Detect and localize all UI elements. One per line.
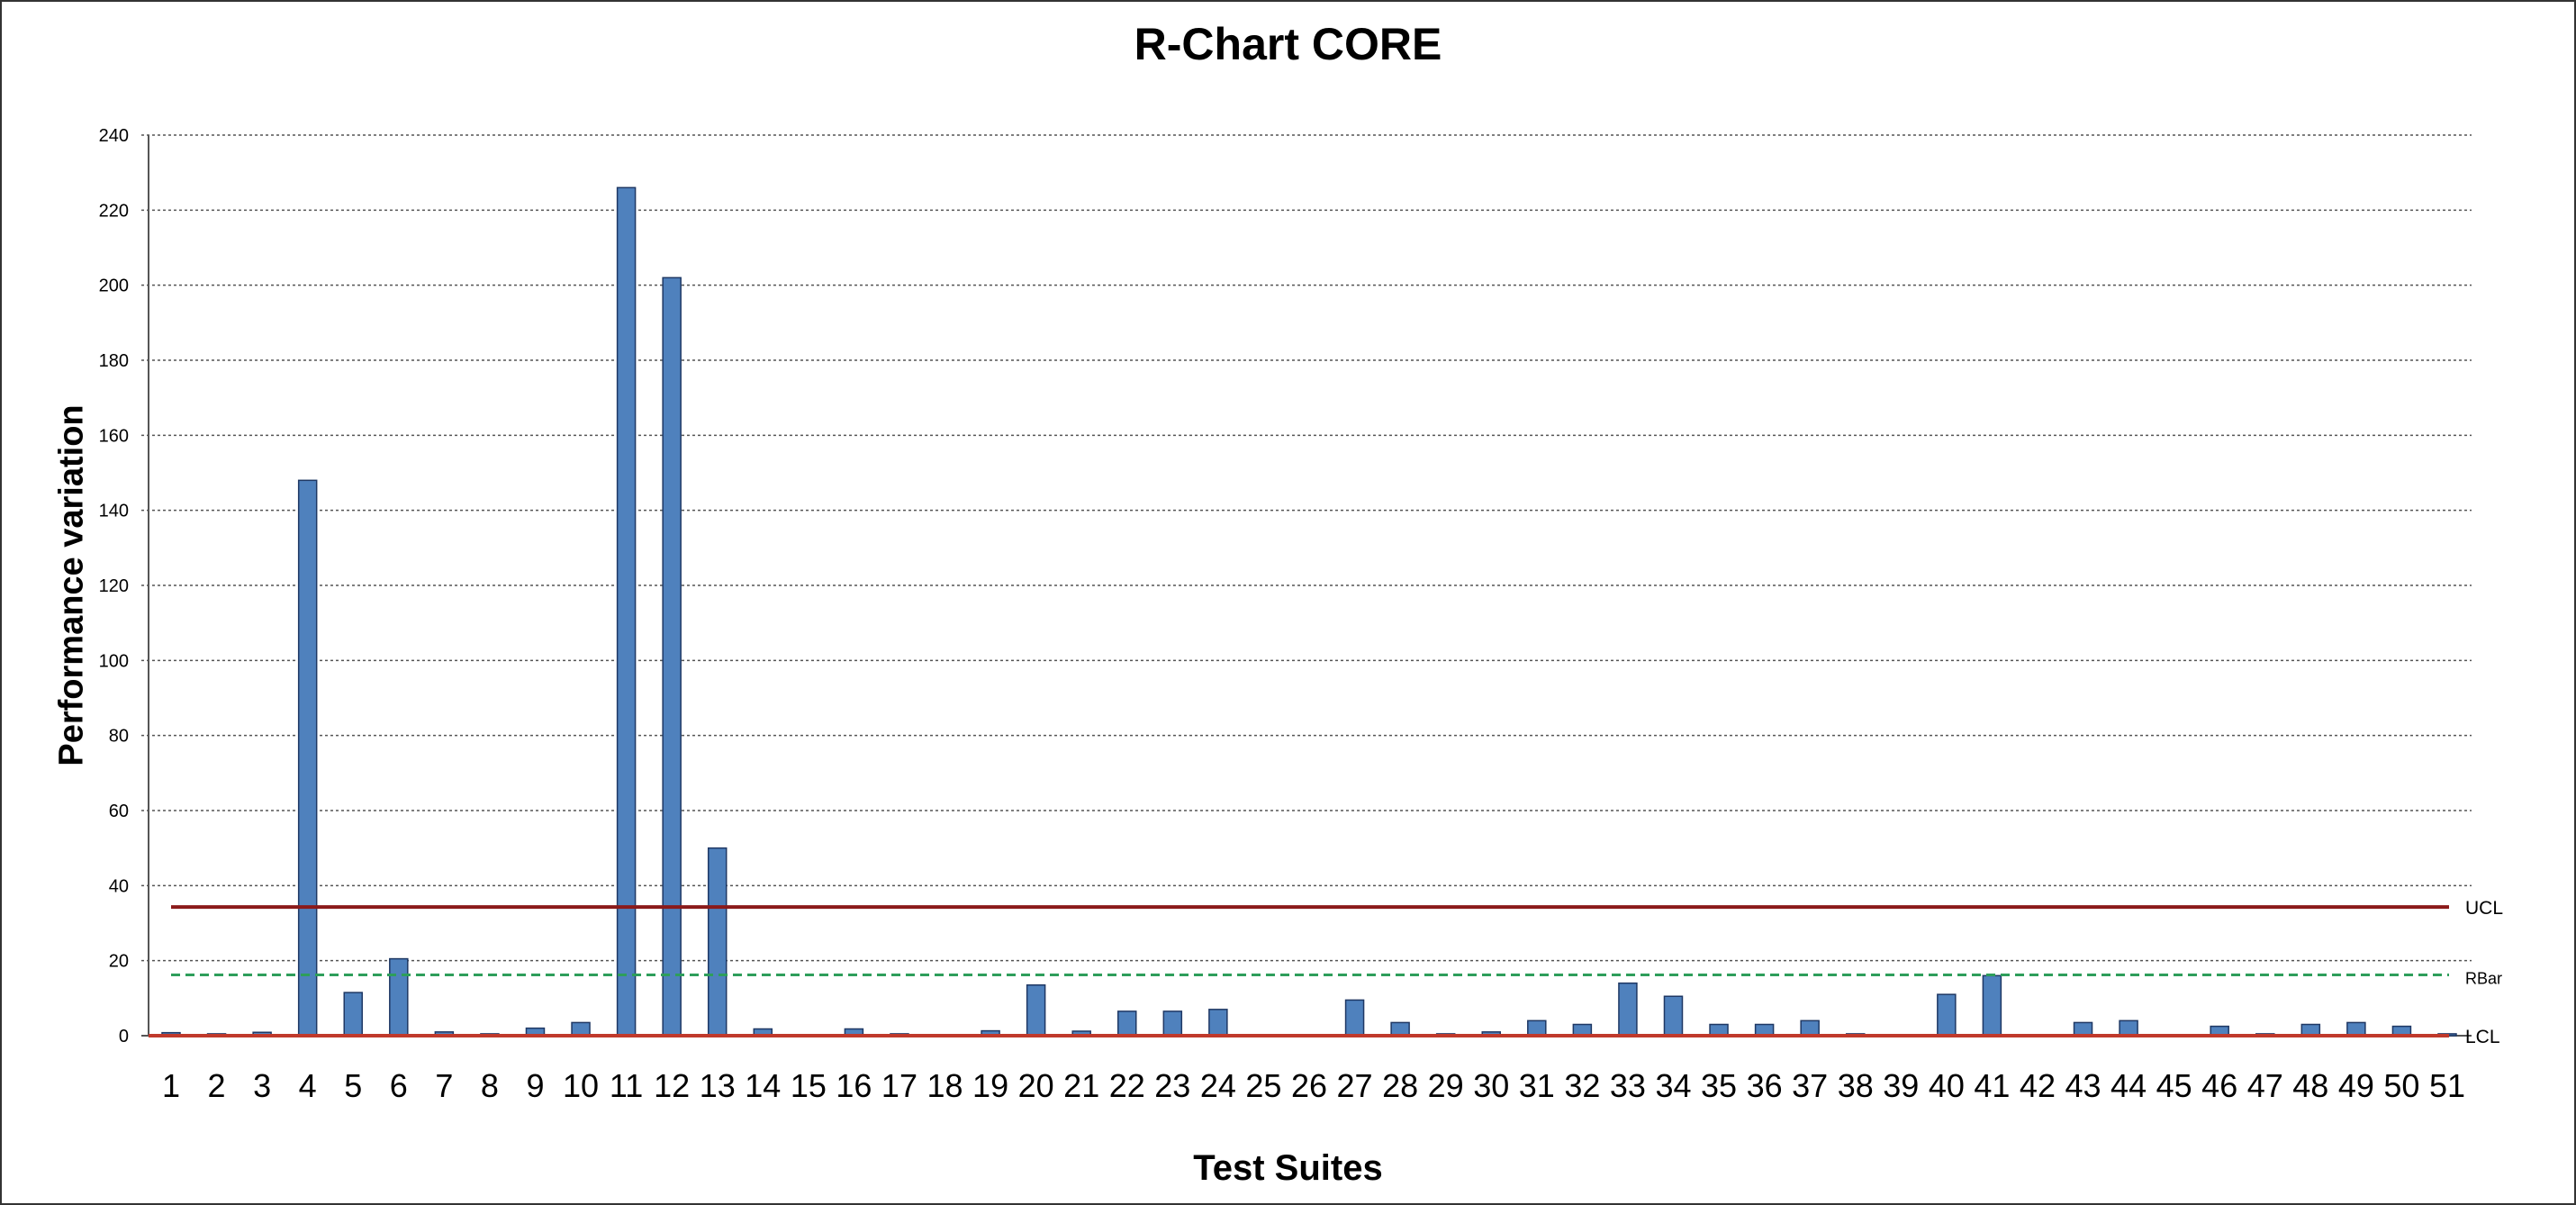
x-tick-label: 9	[526, 1067, 544, 1104]
y-tick-label: 120	[99, 576, 129, 596]
control-label-lcl: LCL	[2465, 1027, 2500, 1047]
x-tick-label: 17	[881, 1067, 917, 1104]
x-tick-label: 48	[2292, 1067, 2328, 1104]
x-tick-label: 28	[1382, 1067, 1418, 1104]
y-tick-label: 20	[109, 952, 129, 972]
bar-22	[1117, 1010, 1137, 1037]
x-tick-label: 33	[1610, 1067, 1646, 1104]
x-tick-label: 5	[344, 1067, 362, 1104]
y-tick-labels: 0 20 40 60 80 100 120 140 160 180 200 220 240	[99, 126, 129, 1046]
x-tick-label: 45	[2156, 1067, 2192, 1104]
x-tick-label: 15	[791, 1067, 827, 1104]
x-tick-label: 43	[2065, 1067, 2101, 1104]
gridlines	[141, 134, 2472, 1037]
x-tick-label: 25	[1245, 1067, 1281, 1104]
x-tick-label: 37	[1792, 1067, 1828, 1104]
x-tick-label: 12	[654, 1067, 690, 1104]
y-tick-label: 160	[99, 426, 129, 446]
y-tick-label: 200	[99, 276, 129, 296]
bar-49	[2346, 1021, 2366, 1037]
x-tick-label: 41	[1974, 1067, 2010, 1104]
bar-5	[343, 992, 363, 1037]
x-tick-label: 31	[1519, 1067, 1555, 1104]
x-tick-label: 3	[253, 1067, 271, 1104]
x-tick-label: 20	[1018, 1067, 1054, 1104]
x-tick-label: 11	[610, 1067, 643, 1104]
x-axis-title: Test Suites	[1193, 1148, 1383, 1188]
y-tick-label: 240	[99, 126, 129, 146]
bar-37	[1800, 1019, 1820, 1037]
bar-4	[297, 479, 318, 1037]
x-tick-label: 23	[1154, 1067, 1190, 1104]
x-tick-label: 13	[700, 1067, 736, 1104]
bar-12	[662, 276, 682, 1037]
bar-10	[571, 1021, 591, 1037]
x-tick-label: 14	[745, 1067, 781, 1104]
bar-28	[1390, 1021, 1410, 1037]
y-tick-label: 60	[109, 802, 129, 821]
x-tick-label: 27	[1337, 1067, 1373, 1104]
x-tick-label: 4	[299, 1067, 317, 1104]
x-tick-label: 32	[1564, 1067, 1600, 1104]
x-tick-label: 51	[2429, 1067, 2465, 1104]
x-tick-label: 49	[2338, 1067, 2374, 1104]
y-tick-label: 100	[99, 651, 129, 671]
x-tick-label: 22	[1109, 1067, 1145, 1104]
y-tick-label: 40	[109, 876, 129, 896]
control-lines: UCL RBar LCL	[149, 898, 2503, 1047]
bar-41	[1982, 974, 2002, 1037]
x-tick-label: 24	[1200, 1067, 1236, 1104]
bar-40	[1937, 993, 1957, 1037]
x-tick-label: 21	[1063, 1067, 1099, 1104]
x-tick-label: 44	[2111, 1067, 2147, 1104]
x-tick-label: 18	[926, 1067, 963, 1104]
x-tick-label: 19	[972, 1067, 1008, 1104]
bar-43	[2073, 1021, 2093, 1037]
control-label-ucl: UCL	[2465, 898, 2503, 919]
x-tick-label: 39	[1883, 1067, 1919, 1104]
x-tick-label: 36	[1747, 1067, 1783, 1104]
x-tick-label: 35	[1701, 1067, 1737, 1104]
x-tick-label: 34	[1655, 1067, 1691, 1104]
y-tick-label: 180	[99, 351, 129, 371]
x-tick-label: 29	[1428, 1067, 1464, 1104]
y-tick-label: 220	[99, 201, 129, 221]
x-tick-label: 46	[2201, 1067, 2237, 1104]
x-tick-label: 6	[390, 1067, 408, 1104]
x-tick-label: 30	[1473, 1067, 1509, 1104]
x-tick-label: 40	[1929, 1067, 1965, 1104]
x-tick-labels: 1 2 3 4 5 6 7 8 9 10 11 12 13 14 15 16 17 18 19 20 21 22 23 24 2…	[162, 1067, 2465, 1104]
chart-title: R-Chart CORE	[1134, 19, 1442, 69]
bar-6	[389, 957, 409, 1037]
x-tick-label: 1	[162, 1067, 180, 1104]
x-tick-label: 16	[836, 1067, 872, 1104]
control-label-rbar: RBar	[2465, 970, 2502, 988]
x-tick-label: 10	[563, 1067, 599, 1104]
x-tick-label: 50	[2383, 1067, 2419, 1104]
bar-33	[1618, 982, 1638, 1037]
bar-31	[1527, 1019, 1547, 1037]
x-tick-label: 47	[2247, 1067, 2283, 1104]
bar-44	[2119, 1019, 2138, 1037]
bar-23	[1162, 1010, 1183, 1037]
x-tick-label: 26	[1291, 1067, 1327, 1104]
bar-24	[1208, 1009, 1228, 1037]
x-tick-label: 2	[208, 1067, 226, 1104]
y-tick-label: 80	[109, 727, 129, 747]
bar-13	[707, 847, 728, 1037]
x-tick-label: 42	[2020, 1067, 2056, 1104]
x-tick-label: 8	[481, 1067, 499, 1104]
y-tick-label: 140	[99, 502, 129, 521]
y-tick-label: 0	[119, 1027, 129, 1046]
bars	[161, 186, 2457, 1037]
bar-27	[1344, 999, 1365, 1037]
bar-34	[1663, 995, 1684, 1037]
x-tick-label: 7	[435, 1067, 453, 1104]
bar-20	[1026, 984, 1046, 1037]
x-tick-label: 38	[1838, 1067, 1874, 1104]
